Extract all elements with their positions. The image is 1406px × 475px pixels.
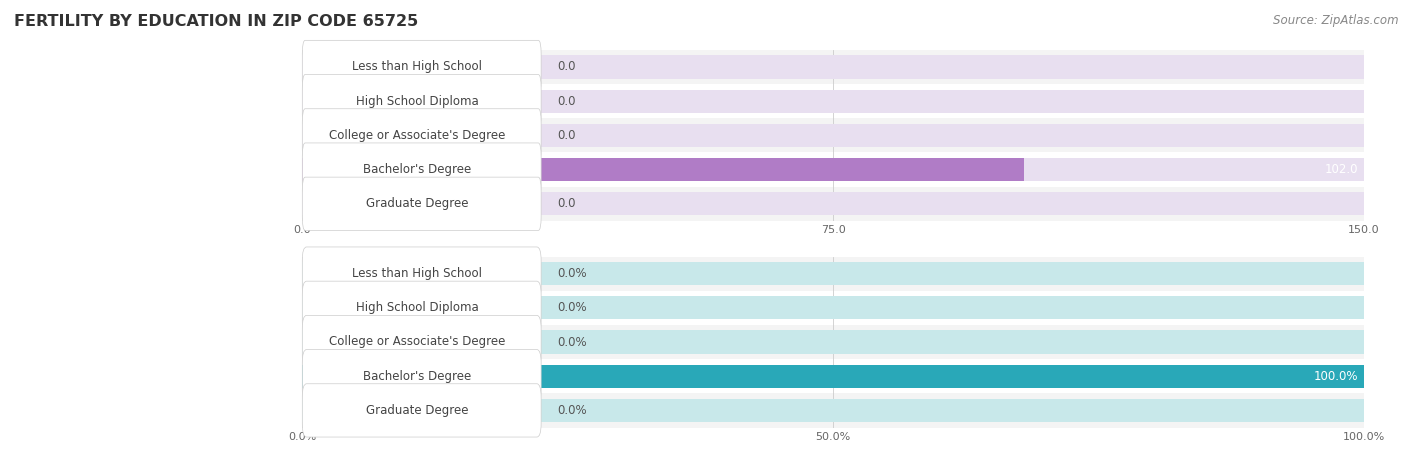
Bar	[302, 158, 1024, 181]
Text: 0.0: 0.0	[557, 197, 575, 210]
Bar	[302, 90, 1364, 113]
Bar	[302, 84, 1364, 118]
Text: Graduate Degree: Graduate Degree	[366, 404, 468, 417]
FancyBboxPatch shape	[302, 247, 541, 300]
FancyBboxPatch shape	[302, 315, 541, 369]
FancyBboxPatch shape	[302, 143, 541, 196]
Bar	[302, 256, 1364, 291]
Bar	[302, 393, 1364, 428]
Text: 0.0: 0.0	[557, 95, 575, 108]
Text: Graduate Degree: Graduate Degree	[366, 197, 468, 210]
Text: 100.0%: 100.0%	[1315, 370, 1358, 383]
FancyBboxPatch shape	[302, 281, 541, 334]
Bar	[302, 192, 1364, 215]
Text: College or Associate's Degree: College or Associate's Degree	[329, 129, 505, 142]
Bar	[302, 291, 1364, 325]
Bar	[302, 158, 1364, 181]
Bar	[302, 325, 1364, 359]
Text: 0.0: 0.0	[557, 129, 575, 142]
Bar	[302, 331, 1364, 353]
FancyBboxPatch shape	[302, 109, 541, 162]
Text: Bachelor's Degree: Bachelor's Degree	[363, 370, 471, 383]
Bar	[302, 56, 1364, 78]
Bar	[302, 365, 1364, 388]
Bar	[302, 296, 1364, 319]
Text: High School Diploma: High School Diploma	[356, 95, 478, 108]
Bar	[302, 187, 1364, 221]
Bar	[302, 399, 1364, 422]
Bar	[302, 365, 1364, 388]
Text: College or Associate's Degree: College or Associate's Degree	[329, 335, 505, 349]
Text: 0.0%: 0.0%	[557, 301, 586, 314]
Bar	[302, 124, 1364, 147]
Text: FERTILITY BY EDUCATION IN ZIP CODE 65725: FERTILITY BY EDUCATION IN ZIP CODE 65725	[14, 14, 419, 29]
Text: Source: ZipAtlas.com: Source: ZipAtlas.com	[1274, 14, 1399, 27]
Bar	[302, 359, 1364, 393]
Text: 0.0: 0.0	[557, 60, 575, 74]
FancyBboxPatch shape	[302, 350, 541, 403]
Text: Less than High School: Less than High School	[352, 60, 482, 74]
Bar	[302, 50, 1364, 84]
Text: 0.0%: 0.0%	[557, 267, 586, 280]
FancyBboxPatch shape	[302, 75, 541, 128]
Text: 102.0: 102.0	[1324, 163, 1358, 176]
Text: 0.0%: 0.0%	[557, 404, 586, 417]
FancyBboxPatch shape	[302, 40, 541, 94]
Bar	[302, 118, 1364, 152]
Text: Bachelor's Degree: Bachelor's Degree	[363, 163, 471, 176]
Text: 0.0%: 0.0%	[557, 335, 586, 349]
Text: Less than High School: Less than High School	[352, 267, 482, 280]
Text: High School Diploma: High School Diploma	[356, 301, 478, 314]
Bar	[302, 152, 1364, 187]
Bar	[302, 262, 1364, 285]
FancyBboxPatch shape	[302, 177, 541, 230]
FancyBboxPatch shape	[302, 384, 541, 437]
